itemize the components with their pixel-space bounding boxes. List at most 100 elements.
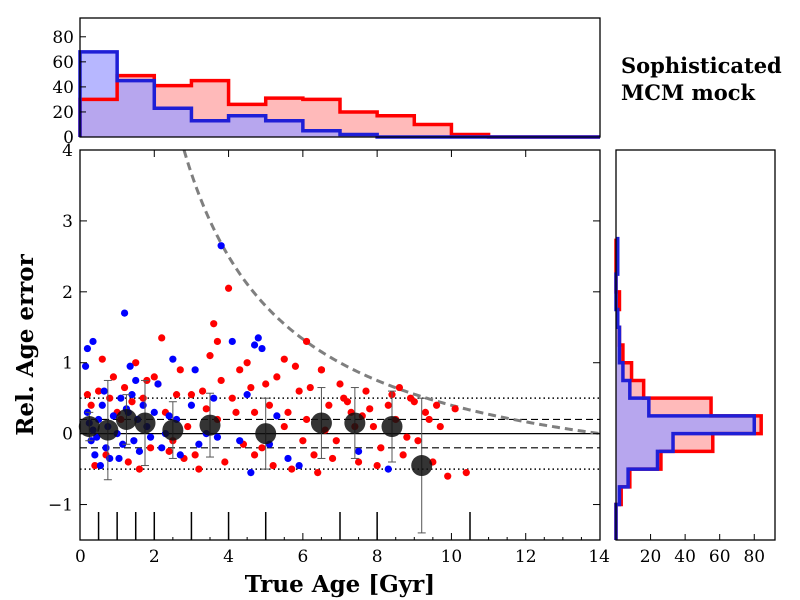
scatter-point-red — [236, 366, 244, 374]
scatter-point-blue — [165, 412, 173, 420]
scatter-point-red — [436, 422, 444, 431]
scatter-point-red — [373, 461, 381, 470]
scatter-point-blue — [250, 341, 259, 349]
scatter-point-red — [280, 355, 288, 363]
scatter-point-red — [302, 337, 311, 346]
scatter-point-blue — [254, 334, 262, 342]
scatter-point-blue — [132, 376, 140, 385]
scatter-point-red — [165, 447, 173, 455]
x-axis-label: True Age [Gyr] — [245, 571, 435, 598]
scatter-point-red — [444, 472, 452, 480]
scatter-point-red — [224, 284, 233, 292]
scatter-point-red — [213, 337, 222, 346]
scatter-point-blue — [146, 433, 155, 441]
scatter-point-red — [247, 383, 255, 392]
scatter-point-blue — [191, 366, 199, 374]
scatter-point-blue — [169, 355, 177, 363]
scatter-point-red — [265, 401, 274, 409]
scatter-point-red — [258, 444, 266, 452]
y-tick-label: 3 — [62, 212, 73, 232]
right-x-tick-label: 20 — [640, 547, 662, 567]
scatter-point-blue — [284, 454, 292, 463]
scatter-point-blue — [98, 401, 106, 409]
top-histogram: 0 20 40 60 80 — [52, 17, 601, 148]
scatter-point-red — [314, 469, 322, 477]
scatter-point-blue — [154, 380, 162, 388]
scatter-point-blue — [102, 444, 110, 452]
scatter-point-red — [395, 383, 404, 392]
scatter-point-red — [425, 415, 433, 424]
y-axis-label: Rel. Age error — [12, 253, 39, 435]
top-y-tick-label: 60 — [52, 53, 74, 73]
y-tick-label: 1 — [62, 354, 73, 374]
scatter-point-red — [232, 408, 240, 416]
scatter-point-red — [210, 320, 218, 328]
top-y-tick-label: 0 — [63, 128, 74, 148]
y-tick-label: 0 — [62, 425, 73, 445]
scatter-point-blue — [258, 344, 266, 353]
scatter-point-red — [172, 391, 181, 399]
x-tick-label: 4 — [223, 547, 234, 567]
scatter-point-red — [94, 387, 103, 395]
scatter-point-red — [106, 394, 114, 402]
right-histogram: 20 40 60 80 — [614, 149, 776, 567]
x-tick-label: 10 — [441, 547, 463, 567]
scatter-point-red — [302, 415, 311, 424]
scatter-point-red — [332, 437, 340, 445]
scatter-point-red — [221, 458, 229, 466]
scatter-point-blue — [384, 465, 392, 473]
right-frame — [615, 149, 776, 541]
dashed-limit-curve — [182, 149, 601, 436]
scatter-point-blue — [176, 451, 184, 459]
scatter-point-red — [317, 366, 326, 374]
scatter-point-blue — [195, 440, 203, 448]
right-x-tick-label: 60 — [709, 547, 731, 567]
scatter-point-red — [366, 405, 374, 413]
scatter-point-red — [362, 387, 370, 395]
main-background — [80, 150, 600, 540]
scatter-point-red — [202, 405, 210, 413]
scatter-point-red — [124, 458, 132, 466]
x-tick-label: 14 — [588, 547, 610, 567]
scatter-point-blue — [126, 362, 134, 370]
scatter-point-red — [432, 401, 441, 409]
scatter-point-red — [158, 334, 166, 342]
scatter-point-red — [146, 444, 155, 452]
scatter-point-blue — [135, 447, 144, 455]
x-tick-label: 6 — [297, 547, 308, 567]
scatter-point-blue — [115, 454, 123, 463]
scatter-point-red — [421, 408, 430, 416]
scatter-point-red — [109, 373, 118, 381]
binned-mean-marker — [411, 455, 433, 477]
scatter-point-red — [91, 461, 99, 470]
scatter-point-red — [299, 437, 307, 445]
top-y-tick-label: 40 — [52, 78, 74, 98]
scatter-point-red — [98, 355, 106, 363]
scatter-point-blue — [247, 469, 255, 477]
scatter-point-blue — [187, 401, 196, 409]
scatter-point-blue — [213, 433, 222, 441]
top-y-tick-label: 20 — [52, 103, 74, 123]
scatter-point-red — [414, 437, 422, 445]
scatter-point-red — [120, 383, 129, 392]
scatter-point-red — [217, 376, 225, 385]
scatter-point-red — [191, 451, 199, 459]
scatter-point-red — [176, 366, 184, 374]
scatter-point-blue — [128, 391, 136, 399]
binned-mean-marker — [255, 423, 277, 445]
scatter-point-red — [336, 380, 344, 388]
scatter-point-blue — [81, 362, 90, 370]
scatter-point-red — [228, 394, 236, 402]
x-tick-label: 8 — [372, 547, 383, 567]
scatter-point-blue — [210, 394, 218, 402]
scatter-point-blue — [120, 309, 129, 317]
y-tick-label: 4 — [62, 141, 73, 161]
scatter-point-red — [295, 387, 303, 395]
scatter-point-red — [325, 401, 333, 409]
binned-mean-marker — [78, 416, 100, 438]
scatter-point-red — [377, 444, 385, 452]
scatter-point-blue — [243, 391, 251, 399]
scatter-point-red — [288, 465, 296, 473]
scatter-point-red — [354, 458, 363, 466]
